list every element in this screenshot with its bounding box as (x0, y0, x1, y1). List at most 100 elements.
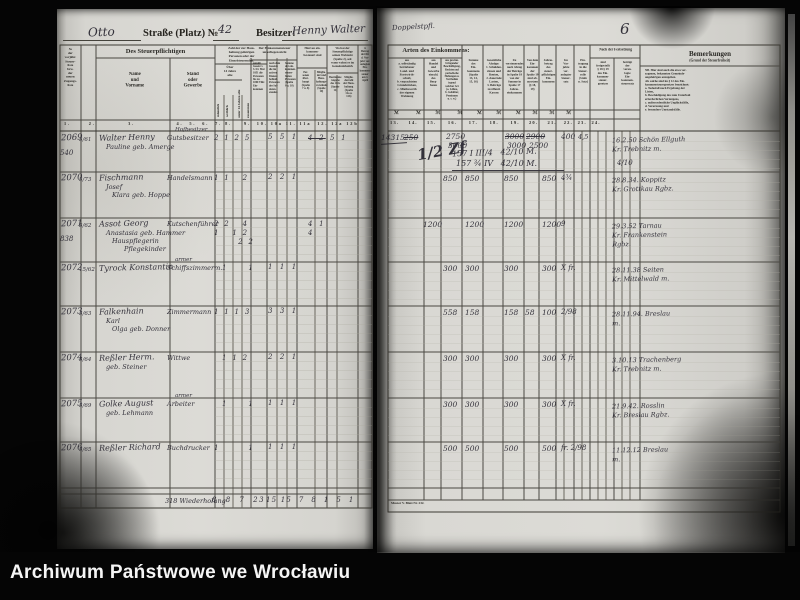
entry-annual-amount: 100 (542, 308, 557, 317)
entry-value: 4,5 (578, 133, 589, 141)
entry-occupation: Zimmermann (167, 308, 212, 316)
entry-margin-number: 838 (60, 235, 74, 243)
entry-name-line1: Golke August (98, 398, 154, 409)
entry-income-col15: 500 (443, 444, 458, 453)
entry-occupation-note: armer (175, 393, 193, 399)
entry-name-line1: Tyrock Konstantin (98, 262, 174, 273)
entry-remark: 29.3.52 Tarnau Kr. Frankenstein Rgbz. (611, 221, 668, 249)
entry-subnumber: 15/62 (79, 267, 95, 273)
entry-tax-rate: X fr. (561, 264, 576, 272)
ledger-row: 2072 15/62 Tyrock Konstantin Schiffszimm… (0, 257, 800, 306)
entry-income-sum: 300 (465, 264, 480, 273)
crossed-value: 2900 (526, 132, 546, 141)
entry-tax-rate: fr. 2/98 (561, 444, 587, 452)
entry-income-sum: 158 (465, 308, 480, 317)
entry-exempt-persons: 1 1 1 (268, 443, 299, 451)
entry-household-counts: 1 1 1 3 (214, 308, 252, 316)
entry-annual-amount: 850 (542, 174, 557, 183)
entry-household-counts: 1 1 2 (214, 174, 249, 182)
entry-taxable-income: 850 (504, 174, 519, 183)
assessment-scrawl-line2: 157 ¾ IV 42/10 M. (456, 159, 538, 168)
ledger-row: 2071 5/62 838 Assot Georg Anastasia geb.… (0, 218, 800, 262)
entry-occupation: Kutschenführer (167, 220, 219, 228)
entry-occupation-note: Hofbesitzer (175, 127, 208, 133)
ledger-row: 2075 5/69 Golke August geb. Lehmann Arbe… (0, 393, 800, 442)
form-number: Muster V. Blatt Nr. 232. (391, 502, 425, 506)
entry-income-col13: 1200 (423, 220, 443, 229)
entry-remark: 16.2.50 Schön Ellguth Kr. Trebnitz m. (611, 135, 686, 154)
entry-household-counts3: 2 2 (214, 238, 255, 246)
footer-sums-b: 15 15 7 8 1 5 1 (266, 496, 355, 504)
ledger-row: 2076 5/65 Reßler Richard Buchdrucker 1 1… (0, 442, 800, 488)
entry-exempt-persons: 1 1 1 (268, 399, 299, 407)
entry-household-counts: 1 1 (214, 264, 255, 272)
entry-subnumber: 5/61 (79, 137, 92, 143)
crossed-value: 250 (404, 133, 419, 142)
entry-name-line2: Pauline geb. Amerge (106, 143, 175, 151)
entry-annual-amount: 300 (542, 354, 557, 363)
entry-remark: 11.12.12 Breslau m. (611, 445, 669, 464)
entry-residence-figures: 5 1 (330, 134, 348, 142)
entry-taxed-persons: 4 2 (308, 134, 326, 142)
entry-remark2: 4/10 (617, 159, 633, 167)
entry-subnumber: 5/69 (79, 403, 92, 409)
entry-name-line3: Hauspflegerin (112, 237, 159, 245)
entry-income-col15: 300 (443, 264, 458, 273)
entry-taxed-persons2: 4 (308, 229, 315, 237)
entry-taxable-income: 300 (504, 264, 519, 273)
entry-subnumber: 5/65 (79, 447, 92, 453)
footer-sums-a: 8 8 7 23 (212, 496, 266, 504)
entry-name-line1: Fischmann (98, 172, 144, 183)
entry-taxable-income: 300 (504, 354, 519, 363)
entry-taxable-income: 500 (504, 444, 519, 453)
entry-occupation: Arbeiter (167, 400, 195, 408)
entry-annual-amount: 300 (542, 264, 557, 273)
entry-tax-rate: 2/98 (561, 308, 577, 316)
entry-household-counts: 2 1 2 5 (214, 134, 252, 142)
entry-remark: 28.8.34. Koppitz Kr. Grottkau Rgbz. (611, 175, 674, 194)
entry-name-line4: Pflegekinder (124, 245, 166, 253)
entry-exempt-persons: 2 2 1 (268, 353, 299, 361)
entry-income-sum: 850 (465, 174, 480, 183)
entry-name-line2: Anastasia geb. Hammer (106, 229, 186, 237)
corrected-value: 14315 (381, 133, 405, 142)
entry-taxable-income: 1200 (504, 220, 524, 229)
entry-income-col15: 558 (443, 308, 458, 317)
entry-tax-rate: 9 (561, 220, 566, 228)
entry-exempt-persons: 5 5 1 (268, 133, 299, 141)
entry-annual-amount: 1200 (542, 220, 562, 229)
crossed-value: 3000 (505, 132, 525, 141)
entry-name-line1: Walter Henny (98, 132, 155, 143)
entry-exempt-persons: 1 1 1 (268, 263, 299, 271)
entry-name-line3: Olga geb. Donner (112, 325, 171, 333)
entry-annual-amount: 500 (542, 444, 557, 453)
entry-taxable-income: 158 (504, 308, 519, 317)
entry-name-line2: Karl (106, 317, 120, 325)
entry-annual-amount: 300 (542, 400, 557, 409)
entry-taxable-income: 300 (504, 400, 519, 409)
entry-tax-rate: X fr. (561, 354, 576, 362)
entry-name-line1: Falkenhain (98, 306, 144, 317)
entry-offset-amount: 58 (525, 308, 535, 317)
entry-exempt-persons: 3 3 1 (268, 307, 299, 315)
entry-income-sum: 300 (465, 354, 480, 363)
entry-occupation-note: armer (175, 257, 193, 263)
entry-occupation: Gutsbesitzer (167, 134, 209, 142)
entry-income-sum: 1200 (465, 220, 485, 229)
entry-occupation: Schiffszimmerm. (167, 264, 223, 272)
entry-subnumber: 5/64 (79, 357, 92, 363)
entry-name-line1: Assot Georg (98, 218, 149, 229)
entry-occupation: Wittwe (167, 354, 191, 362)
entry-income-sum: 500 (465, 444, 480, 453)
entry-household-counts2: 1 1 2 (214, 229, 249, 237)
ledger-row: 2070 5/73 Fischmann Josef Klara geb. Hop… (0, 172, 800, 218)
entry-household-counts: 2 2 4 (214, 220, 249, 228)
entry-name-line2: geb. Steiner (106, 363, 147, 371)
entry-household-counts: 1 1 2 (214, 354, 249, 362)
entry-taxed-persons: 4 1 (308, 220, 326, 228)
entry-occupation: Handelsmann (167, 174, 213, 182)
entry-tax-rate: 4¾ (561, 174, 573, 182)
entry-tax-rate: X fr. (561, 400, 576, 408)
entry-subnumber: 5/73 (79, 177, 92, 183)
